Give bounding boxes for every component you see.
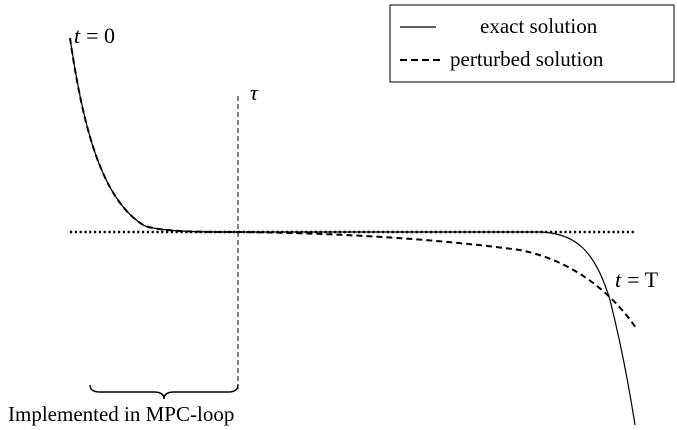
- tau-label: τ: [250, 80, 259, 105]
- legend-box: [389, 4, 675, 83]
- t-zero-label: t = 0: [74, 23, 115, 48]
- perturbed-solution-curve: [69, 37, 637, 329]
- legend-exact-label: exact solution: [480, 14, 598, 38]
- t-final-label: t = T: [615, 267, 659, 292]
- legend: exact solution perturbed solution: [389, 4, 675, 83]
- mpc-interval-caption: Implemented in MPC-loop: [8, 402, 234, 426]
- mpc-interval-brace: [89, 384, 239, 400]
- legend-perturbed-label: perturbed solution: [450, 47, 604, 71]
